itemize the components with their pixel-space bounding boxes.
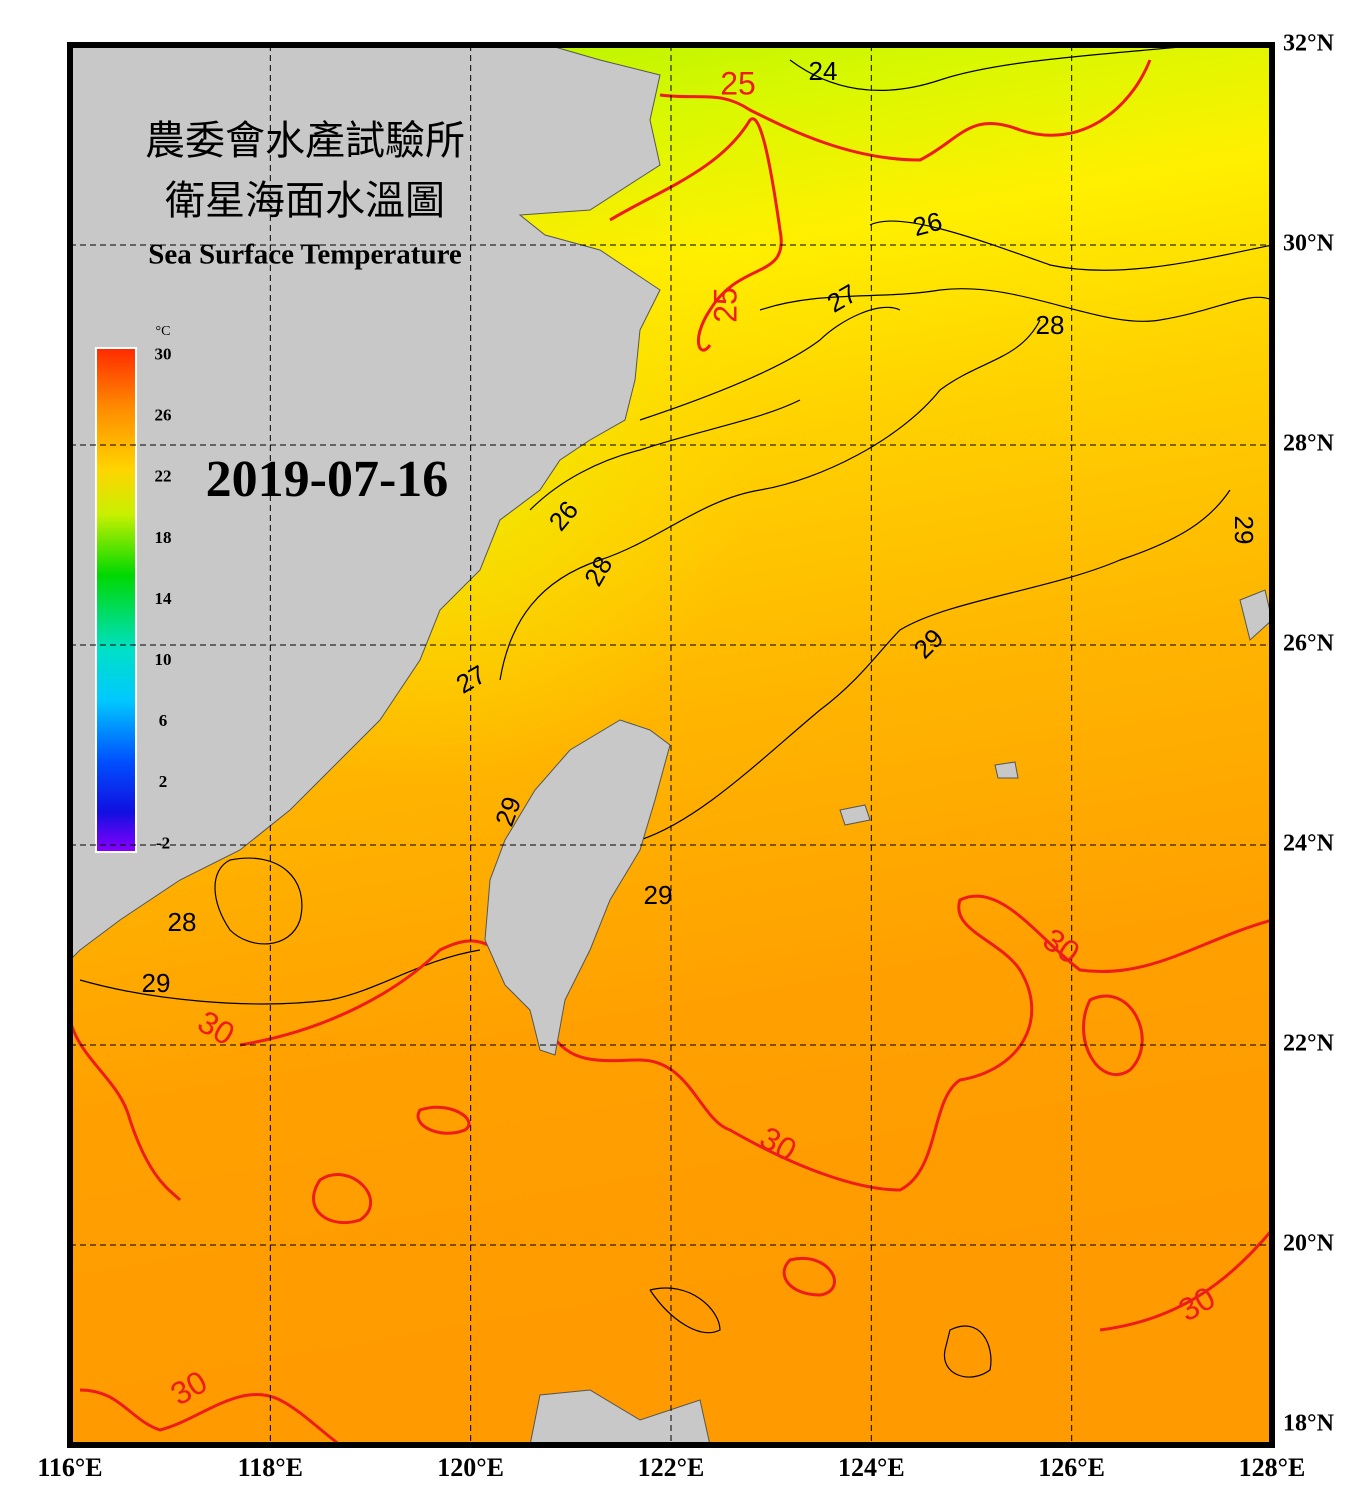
y-tick-label: 22°N xyxy=(1283,1031,1335,1057)
colorbar-tick-label: 22 xyxy=(155,467,172,486)
y-tick-label: 32°N xyxy=(1283,31,1335,57)
title-line1: 農委會水產試驗所 xyxy=(145,118,465,163)
colorbar xyxy=(95,347,137,853)
x-tick-label: 128°E xyxy=(1239,1453,1306,1482)
y-tick-label: 26°N xyxy=(1283,631,1335,657)
colorbar-tick-label: 10 xyxy=(155,650,172,669)
red-contours xyxy=(70,59,1272,1445)
x-tick-label: 126°E xyxy=(1038,1453,1105,1482)
y-tick-label: 20°N xyxy=(1283,1231,1335,1257)
x-tick-label: 120°E xyxy=(437,1453,504,1482)
colorbar-tick-label: 14 xyxy=(155,589,173,608)
colorbar-tick-label: 30 xyxy=(155,345,172,364)
y-tick-label: 28°N xyxy=(1283,431,1335,457)
contour-label: 28 xyxy=(1036,310,1065,340)
contour-label: 29 xyxy=(1229,516,1259,545)
contour-label-highlight: 25 xyxy=(707,287,743,323)
contour-label-highlight: 25 xyxy=(720,65,756,101)
colorbar-tick-label: 6 xyxy=(159,711,168,730)
x-tick-label: 118°E xyxy=(238,1453,303,1482)
x-tick-label: 122°E xyxy=(638,1453,705,1482)
land xyxy=(70,45,1272,1445)
contour-label: 29 xyxy=(644,880,673,910)
x-tick-label: 124°E xyxy=(838,1453,905,1482)
contour-label: 28 xyxy=(168,907,197,937)
title-line2: 衛星海面水溫圖 xyxy=(165,178,445,223)
date: 2019-07-16 xyxy=(206,451,449,508)
contour-label: 29 xyxy=(142,968,171,998)
colorbar-tick-label: -2 xyxy=(156,833,170,852)
black-contours xyxy=(79,45,1272,1378)
x-tick-label: 116°E xyxy=(37,1453,102,1482)
colorbar-unit: °C xyxy=(156,324,171,339)
contour-label: 24 xyxy=(809,56,838,86)
colorbar-tick-label: 2 xyxy=(159,772,168,791)
y-tick-label: 30°N xyxy=(1283,231,1335,257)
title-line3: Sea Surface Temperature xyxy=(148,239,462,271)
y-tick-label: 18°N xyxy=(1283,1411,1335,1437)
colorbar-tick-label: 18 xyxy=(155,528,172,547)
colorbar-tick-label: 26 xyxy=(155,406,172,425)
y-tick-label: 24°N xyxy=(1283,831,1335,857)
